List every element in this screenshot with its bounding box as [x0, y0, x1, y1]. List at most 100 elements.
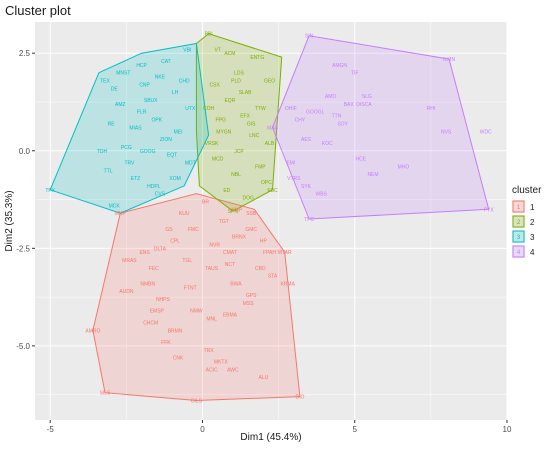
point-label: CAT [161, 59, 171, 65]
y-axis-ticks: 2.50.0-2.5-5.0 [16, 49, 35, 351]
point-label: ALB [265, 141, 275, 147]
point-label: EQR [224, 98, 235, 104]
y-tick-label: -5.0 [16, 342, 30, 351]
point-label: CNK [173, 356, 184, 362]
point-label: NVR [209, 242, 220, 248]
point-label: TAUS [205, 266, 219, 272]
x-axis-label: Dim1 (45.4%) [240, 432, 301, 443]
point-label: NBL [231, 172, 241, 178]
legend-item-4: 44 [512, 245, 535, 258]
point-label: NKE [155, 75, 166, 81]
point-label: CHY [295, 118, 306, 124]
point-label: HCE [356, 157, 367, 163]
legend-label: 1 [530, 203, 535, 212]
x-tick-label: 10 [503, 425, 512, 434]
point-label: SILS [100, 391, 112, 397]
point-label: FTNT [184, 285, 197, 291]
point-label: MRAS [122, 258, 137, 264]
point-label: SSB [246, 211, 257, 217]
point-label: SPN [228, 209, 239, 215]
point-label: RE [108, 122, 116, 128]
point-label: TTW [255, 106, 266, 112]
point-label: XOM [169, 176, 180, 182]
point-label: MCD [212, 157, 224, 163]
point-label: EQT [167, 153, 177, 159]
point-label: MYGN [216, 129, 231, 135]
point-label: MDT [185, 161, 196, 167]
point-label: MSS [243, 301, 255, 307]
point-label: CBD [255, 266, 266, 272]
x-tick-label: 0 [200, 425, 205, 434]
point-label: AMD [325, 94, 337, 100]
point-label: ACIC [206, 367, 218, 373]
point-label: TPX [45, 188, 55, 194]
point-label: NEM [367, 172, 378, 178]
point-label: TIF [351, 71, 359, 77]
point-label: EFX [240, 114, 250, 120]
point-label: ILMN [443, 57, 455, 63]
legend-item-3: 33 [512, 230, 535, 243]
y-tick-label: 0.0 [19, 147, 31, 156]
point-label: BRNX [232, 235, 247, 241]
point-label: DLTA [154, 246, 167, 252]
point-label: BR [202, 200, 209, 206]
point-label: VTRS [287, 176, 301, 182]
point-label: CSX [210, 82, 221, 88]
point-label: NVS [441, 129, 452, 135]
point-label: UTX [185, 106, 196, 112]
point-label: FMC [188, 227, 199, 233]
point-label: HDPL [147, 184, 161, 190]
point-label: ALU [259, 375, 269, 381]
point-label: TTN [332, 114, 342, 120]
legend-label: 2 [530, 218, 535, 227]
point-label: OPC [261, 180, 272, 186]
point-label: PPG [216, 118, 227, 124]
point-label: TRV [124, 161, 135, 167]
y-tick-label: 2.5 [19, 49, 31, 58]
point-label: EMSP [150, 309, 165, 315]
point-label: SLG [362, 94, 372, 100]
point-label: SOY [337, 122, 348, 128]
point-label: BAX [344, 102, 355, 108]
point-label: MEI [174, 129, 183, 135]
point-label: VBI [183, 47, 191, 53]
point-label: CHD [179, 79, 190, 85]
point-label: MCK [109, 203, 121, 209]
point-label: ENTG [250, 55, 264, 61]
point-label: ENS [139, 250, 150, 256]
point-label: SLAB [239, 90, 252, 96]
point-label: HP [260, 239, 268, 245]
point-label: RHI [427, 106, 436, 112]
point-label: VRSK [205, 141, 219, 147]
point-label: ETZ [131, 176, 140, 182]
legend-label: 4 [530, 248, 535, 257]
point-label: AMZ [115, 102, 126, 108]
point-label: KBC [267, 188, 278, 194]
point-label: HCP [136, 63, 147, 69]
point-label: TDH [97, 149, 108, 155]
point-label: FMP [255, 164, 266, 170]
point-label: TGT [219, 219, 229, 225]
point-label: PYX [484, 207, 495, 213]
point-label: GS [165, 227, 173, 233]
point-label: WDC [480, 129, 492, 135]
y-axis-label: Dim2 (35.3%) [4, 190, 15, 251]
point-label: LNC [249, 133, 259, 139]
point-label: OILS [191, 399, 203, 405]
point-label: GOOG [140, 149, 156, 155]
point-label: NMW [190, 309, 203, 315]
point-label: MNL [206, 317, 217, 323]
point-label: CHCM [143, 321, 158, 327]
point-label: COH [203, 106, 215, 112]
point-label: OPK [152, 118, 163, 124]
point-label: JCP [234, 149, 244, 155]
point-label: DE [111, 86, 119, 92]
point-label: EBMA [223, 313, 238, 319]
point-label: MIAS [129, 125, 142, 131]
point-label: KUU [179, 211, 190, 217]
point-label: PCG [121, 145, 132, 151]
point-label: FLR [137, 110, 147, 116]
